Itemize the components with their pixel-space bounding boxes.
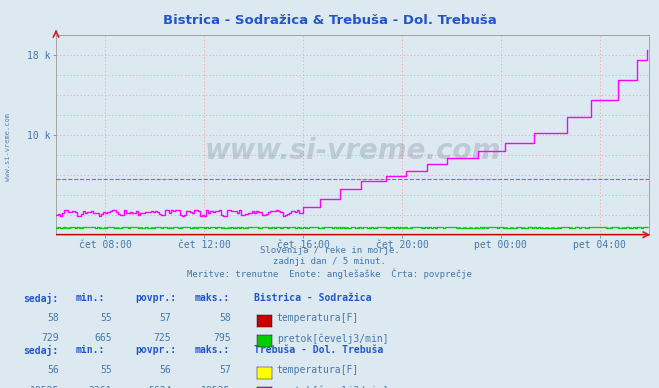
Text: 18525: 18525 <box>30 386 59 388</box>
Text: www.si-vreme.com: www.si-vreme.com <box>5 113 11 182</box>
Text: povpr.:: povpr.: <box>135 345 176 355</box>
Text: temperatura[F]: temperatura[F] <box>277 365 359 376</box>
Text: 795: 795 <box>213 333 231 343</box>
Text: 18525: 18525 <box>201 386 231 388</box>
Text: Trebuša - Dol. Trebuša: Trebuša - Dol. Trebuša <box>254 345 383 355</box>
Text: 57: 57 <box>219 365 231 376</box>
Text: 56: 56 <box>47 365 59 376</box>
Text: 58: 58 <box>219 313 231 323</box>
Text: 725: 725 <box>154 333 171 343</box>
Text: 55: 55 <box>100 365 112 376</box>
Text: 58: 58 <box>47 313 59 323</box>
Text: pretok[čevelj3/min]: pretok[čevelj3/min] <box>277 333 388 344</box>
Text: min.:: min.: <box>76 293 105 303</box>
Text: min.:: min.: <box>76 345 105 355</box>
Text: Meritve: trenutne  Enote: anglešaške  Črta: povprečje: Meritve: trenutne Enote: anglešaške Črta… <box>187 268 472 279</box>
Text: temperatura[F]: temperatura[F] <box>277 313 359 323</box>
Text: 5624: 5624 <box>148 386 171 388</box>
Text: Bistrica - Sodražica & Trebuša - Dol. Trebuša: Bistrica - Sodražica & Trebuša - Dol. Tr… <box>163 14 496 27</box>
Text: zadnji dan / 5 minut.: zadnji dan / 5 minut. <box>273 257 386 266</box>
Text: sedaj:: sedaj: <box>23 293 58 304</box>
Text: 57: 57 <box>159 313 171 323</box>
Text: povpr.:: povpr.: <box>135 293 176 303</box>
Text: 2361: 2361 <box>88 386 112 388</box>
Text: maks.:: maks.: <box>194 293 229 303</box>
Text: 665: 665 <box>94 333 112 343</box>
Text: www.si-vreme.com: www.si-vreme.com <box>204 137 501 165</box>
Text: pretok[čevelj3/min]: pretok[čevelj3/min] <box>277 386 388 388</box>
Text: sedaj:: sedaj: <box>23 345 58 356</box>
Text: Slovenija / reke in morje.: Slovenija / reke in morje. <box>260 246 399 255</box>
Text: 56: 56 <box>159 365 171 376</box>
Text: Bistrica - Sodražica: Bistrica - Sodražica <box>254 293 371 303</box>
Text: maks.:: maks.: <box>194 345 229 355</box>
Text: 729: 729 <box>42 333 59 343</box>
Text: 55: 55 <box>100 313 112 323</box>
